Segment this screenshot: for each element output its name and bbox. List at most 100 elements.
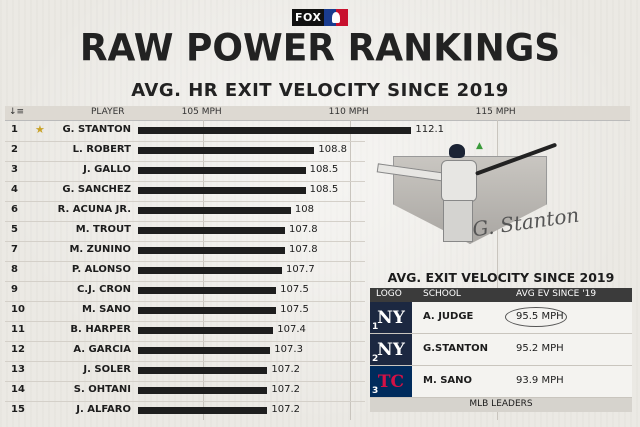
school-column-header: SCHOOL xyxy=(423,289,461,299)
rank-number: 12 xyxy=(11,344,25,355)
up-triangle-icon: ▲ xyxy=(476,141,483,151)
rank-number: 14 xyxy=(11,384,25,395)
table-row: 2 L. ROBERT 108.8 xyxy=(5,141,365,161)
row-divider xyxy=(5,161,365,162)
data-label: 108.5 xyxy=(309,164,339,175)
data-label: 107.2 xyxy=(271,404,300,415)
data-label: 107.2 xyxy=(271,364,300,375)
player-name: G. STANTON xyxy=(62,124,131,135)
row-divider xyxy=(5,181,365,182)
player-name: A. GARCIA xyxy=(73,344,131,355)
data-label: 107.2 xyxy=(271,384,300,395)
rank-number: 10 xyxy=(11,304,25,315)
mini-table-header: LOGO SCHOOL AVG EV SINCE '19 xyxy=(370,288,632,302)
row-divider xyxy=(5,241,365,242)
chart-bar xyxy=(138,127,412,134)
player-name: J. ALFARO xyxy=(76,404,131,415)
row-divider xyxy=(5,361,365,362)
chart-bar xyxy=(138,287,277,294)
player-name: M. ZUNINO xyxy=(69,244,131,255)
mlb-logo-icon xyxy=(324,9,349,26)
mini-table-footer: MLB LEADERS xyxy=(370,398,632,412)
table-row: 8 P. ALONSO 107.7 xyxy=(5,261,365,281)
table-row: 14 S. OHTANI 107.2 xyxy=(5,381,365,401)
player-name: G. SANCHEZ xyxy=(62,184,131,195)
table-row: 9 C.J. CRON 107.5 xyxy=(5,281,365,301)
chart-bar xyxy=(138,387,268,394)
gridline xyxy=(349,120,351,420)
table-row: 15 J. ALFARO 107.2 xyxy=(5,401,365,421)
mini-rank: 1 xyxy=(372,322,379,332)
data-label: 107.4 xyxy=(277,324,306,335)
row-divider xyxy=(5,381,365,382)
table-row: 13 J. SOLER 107.2 xyxy=(5,361,365,381)
rank-number: 6 xyxy=(11,204,18,215)
data-label: 107.8 xyxy=(289,244,318,255)
rank-number: 1 xyxy=(11,124,18,135)
rank-number: 8 xyxy=(11,264,18,275)
rank-number: 2 xyxy=(11,144,18,155)
rank-number: 15 xyxy=(11,404,25,415)
table-row: 10 M. SANO 107.5 xyxy=(5,301,365,321)
mini-table-title: AVG. EXIT VELOCITY SINCE 2019 xyxy=(387,270,615,285)
chart-bar xyxy=(138,347,271,354)
fox-logo-text: FOX xyxy=(292,9,325,26)
row-divider xyxy=(5,281,365,282)
highlight-circle xyxy=(505,307,567,327)
sort-icon[interactable]: ↓≡ xyxy=(9,107,25,117)
chart-bar xyxy=(138,147,315,154)
row-divider xyxy=(5,301,365,302)
player-name: R. ACUNA JR. xyxy=(57,204,131,215)
player-name: M. TROUT xyxy=(75,224,131,235)
rank-number: 13 xyxy=(11,364,25,375)
axis-tick-label: 115 MPH xyxy=(475,107,516,117)
mini-table: LOGO SCHOOL AVG EV SINCE '19 NY 1 A. JUDGE… xyxy=(370,288,632,412)
chart-bar xyxy=(138,407,268,414)
mini-ev-value: 95.2 MPH xyxy=(516,343,564,354)
star-icon: ★ xyxy=(35,123,45,136)
data-label: 107.7 xyxy=(286,264,315,275)
mini-table-row: NY 1 A. JUDGE 95.5 MPH xyxy=(370,302,632,334)
rank-number: 4 xyxy=(11,184,18,195)
player-name: C.J. CRON xyxy=(76,284,131,295)
table-row: 7 M. ZUNINO 107.8 xyxy=(5,241,365,261)
chart-bar xyxy=(138,327,274,334)
player-name: M. SANO xyxy=(81,304,131,315)
table-row: 1 ★ G. STANTON 112.1 xyxy=(5,121,444,141)
mini-table-row: TC 3 M. SANO 93.9 MPH xyxy=(370,366,632,398)
ev-column-header: AVG EV SINCE '19 xyxy=(516,289,597,299)
player-name: J. GALLO xyxy=(83,164,131,175)
row-divider xyxy=(5,141,365,142)
data-label: 108 xyxy=(294,204,314,215)
table-row: 3 J. GALLO 108.5 xyxy=(5,161,365,181)
table-row: 12 A. GARCIA 107.3 xyxy=(5,341,365,361)
player-name: P. ALONSO xyxy=(71,264,131,275)
player-name: J. SOLER xyxy=(83,364,131,375)
row-divider xyxy=(5,341,365,342)
player-name: L. ROBERT xyxy=(72,144,131,155)
chart-bar xyxy=(138,167,306,174)
table-row: 4 G. SANCHEZ 108.5 xyxy=(5,181,365,201)
row-divider xyxy=(5,221,365,222)
data-label: 107.8 xyxy=(289,224,318,235)
chart-bar xyxy=(138,227,285,234)
yankees-logo-icon: NY 2 xyxy=(370,334,412,365)
mini-ev-value: 95.5 MPH xyxy=(516,311,564,322)
row-divider xyxy=(5,321,365,322)
data-label: 107.5 xyxy=(280,304,309,315)
player-name: S. OHTANI xyxy=(73,384,131,395)
yankees-logo-icon: NY 1 xyxy=(370,302,412,333)
data-label: 107.3 xyxy=(274,344,303,355)
data-label: 108.8 xyxy=(318,144,348,155)
mini-rank: 2 xyxy=(372,354,379,364)
mini-ev-value: 93.9 MPH xyxy=(516,375,564,386)
rank-number: 5 xyxy=(11,224,18,235)
mini-player-name: A. JUDGE xyxy=(423,311,474,322)
fox-mlb-logo: FOX xyxy=(292,9,349,26)
player-illustration xyxy=(376,142,558,244)
rank-number: 3 xyxy=(11,164,18,175)
rank-number: 7 xyxy=(11,244,18,255)
rank-number: 9 xyxy=(11,284,18,295)
chart-bar xyxy=(138,367,268,374)
player-name: B. HARPER xyxy=(70,324,131,335)
